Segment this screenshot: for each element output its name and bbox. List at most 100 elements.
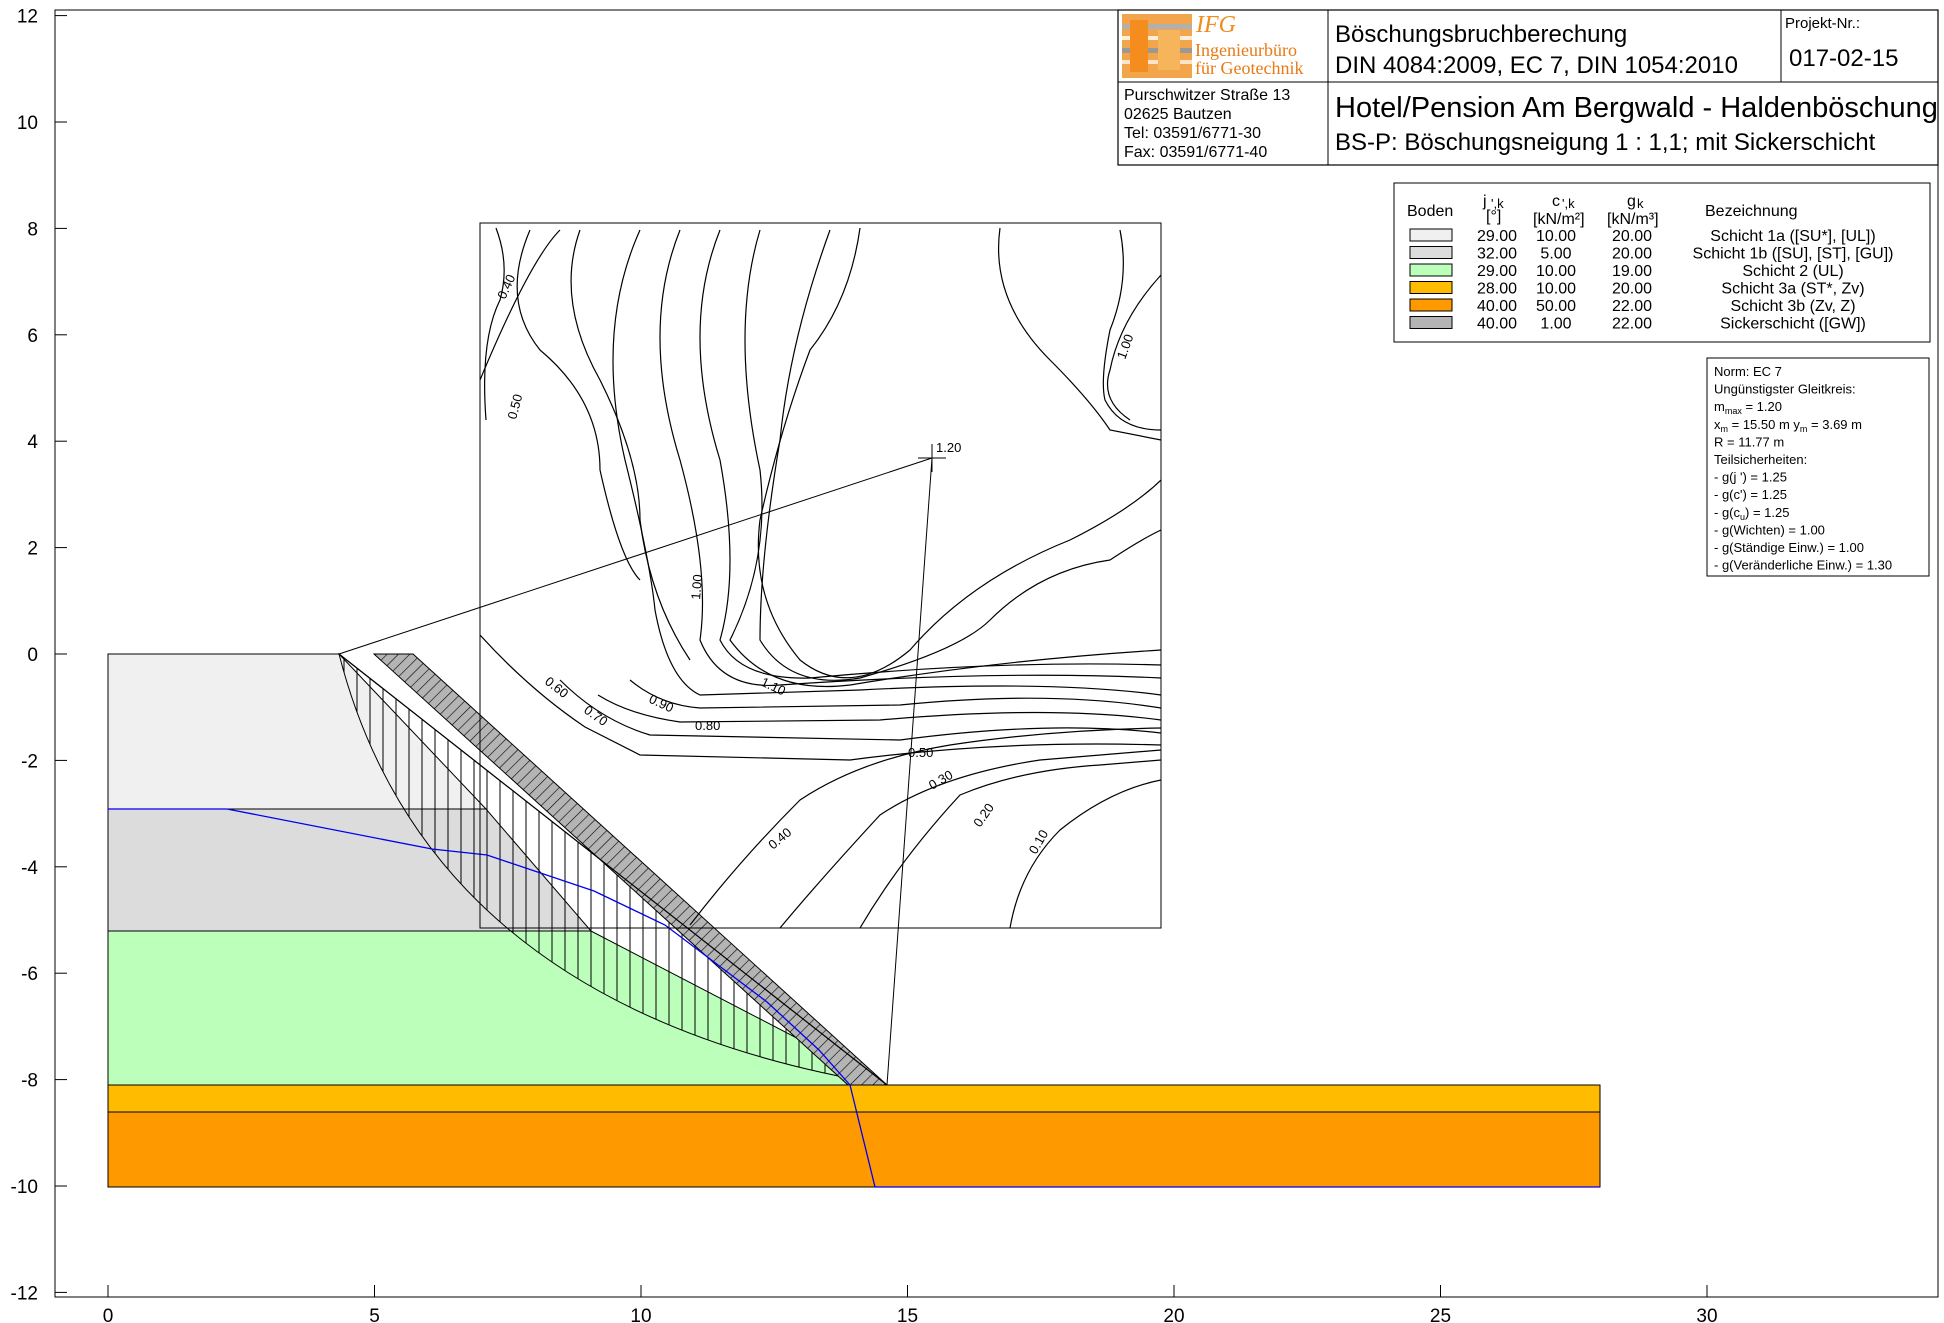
contour-label: 1.10 [759, 674, 788, 698]
contour-label: 0.20 [970, 800, 997, 829]
y-tick-label: 10 [17, 113, 38, 134]
legend-cohesion: 50.00 [1536, 298, 1576, 315]
layer-3a [107, 1084, 1601, 1113]
contour-label: 0.40 [494, 272, 518, 301]
legend-cohesion: 1.00 [1540, 316, 1571, 333]
info-line: - g(cu) = 1.25 [1714, 505, 1789, 522]
legend-soil-name: Sickerschicht ([GW]) [1720, 316, 1866, 333]
legend-soil-name: Schicht 1a ([SU*], [UL]) [1710, 228, 1875, 245]
grid-box [479, 222, 1162, 929]
info-line: - g(Veränderliche Einw.) = 1.30 [1714, 558, 1892, 573]
layer-3b [107, 1111, 1601, 1188]
contour-label: 1.00 [688, 574, 705, 601]
legend-col-c: c [1552, 193, 1560, 210]
legend-col-phi: j [1482, 193, 1487, 210]
report-title: Böschungsbruchberechung [1335, 21, 1627, 48]
legend-col-bezeichnung: Bezeichnung [1705, 203, 1798, 220]
legend-swatch [1409, 298, 1453, 312]
info-mu-value: = 1.20 [1742, 399, 1782, 414]
address-line-2: 02625 Bautzen [1124, 106, 1232, 123]
legend-unit-weight: 22.00 [1612, 316, 1652, 333]
radius-line-crest [338, 457, 933, 655]
legend-phi: 28.00 [1477, 281, 1517, 298]
info-line: - g(c') = 1.25 [1714, 487, 1787, 502]
legend-col-c-sub: ',k [1562, 196, 1575, 211]
slope-surface [338, 653, 888, 1086]
legend-soil-name: Schicht 2 (UL) [1742, 263, 1843, 280]
info-line: - g(j ') = 1.25 [1714, 470, 1787, 485]
calculation-info-frame [1706, 357, 1930, 577]
legend-row: 40.00 50.00 22.00 Schicht 3b (Zv, Z) [1409, 298, 1856, 315]
contour-label: 0.90 [647, 691, 676, 715]
legend-cohesion: 10.00 [1536, 228, 1576, 245]
contour-label: 0.50 [908, 745, 933, 760]
legend-swatch [1409, 246, 1453, 259]
address-line-3: Tel: 03591/6771-30 [1124, 125, 1261, 142]
legend-soil-name: Schicht 3b (Zv, Z) [1730, 298, 1855, 315]
legend-unit-weight: 20.00 [1612, 246, 1652, 263]
radius-line-toe [886, 457, 933, 1086]
calculation-info: Norm: EC 7 Ungünstigster Gleitkreis: mmax … [1706, 357, 1930, 577]
legend-cohesion: 10.00 [1536, 263, 1576, 280]
project-title: Hotel/Pension Am Bergwald - Haldenböschu… [1335, 92, 1938, 124]
soil-legend: Boden j ',k [°] c ',k [kN/m²] g k [kN/m³… [1393, 182, 1931, 343]
info-line: mmax = 1.20 [1714, 399, 1782, 416]
legend-cohesion: 5.00 [1540, 246, 1571, 263]
legend-row: 28.00 10.00 20.00 Schicht 3a (ST*, Zv) [1409, 281, 1865, 298]
address-line-1: Purschwitzer Straße 13 [1124, 87, 1290, 104]
legend-phi: 40.00 [1477, 298, 1517, 315]
legend-row: 40.00 1.00 22.00 Sickerschicht ([GW]) [1409, 316, 1866, 333]
title-block-frame [1117, 9, 1939, 166]
y-tick-label: -8 [21, 1071, 38, 1092]
company-logo-text: IFG [1195, 12, 1236, 38]
legend-col-g-unit: [kN/m³] [1607, 211, 1659, 228]
legend-phi: 29.00 [1477, 228, 1517, 245]
y-tick-label: -12 [11, 1283, 38, 1304]
legend-soil-name: Schicht 3a (ST*, Zv) [1721, 281, 1864, 298]
legend-cohesion: 10.00 [1536, 281, 1576, 298]
title-block: IFG Ingenieurbüro für Geotechnik Böschun… [1117, 9, 1939, 166]
x-tick-label: 0 [103, 1306, 114, 1323]
project-number-label: Projekt-Nr.: [1785, 15, 1860, 32]
info-line: xm = 15.50 m ym = 3.69 m [1714, 417, 1862, 434]
legend-swatch [1409, 263, 1453, 277]
contour-label: 0.60 [542, 674, 571, 701]
company-sub2: für Geotechnik [1195, 58, 1303, 78]
contour-grid: 0.40 0.50 1.00 1.00 1.10 0.90 0.80 0.70 … [479, 222, 1162, 929]
company-sub1: Ingenieurbüro [1195, 40, 1297, 60]
y-tick-label: -2 [21, 751, 38, 772]
info-line: Teilsicherheiten: [1714, 452, 1807, 467]
info-line: Ungünstigster Gleitkreis: [1714, 382, 1856, 397]
contour-label: 1.00 [1114, 332, 1137, 361]
x-tick-label: 25 [1430, 1306, 1451, 1323]
legend-row: 32.00 5.00 20.00 Schicht 1b ([SU], [ST], [G… [1409, 246, 1893, 263]
y-tick-label: 2 [27, 539, 38, 560]
legend-col-phi-sub: ',k [1491, 196, 1504, 211]
contour-label: 0.30 [926, 767, 955, 793]
legend-unit-weight: 22.00 [1612, 298, 1652, 315]
y-tick-label: 12 [17, 7, 38, 28]
y-tick-label: 8 [27, 219, 38, 240]
legend-phi: 29.00 [1477, 263, 1517, 280]
info-mu-sub: max [1725, 406, 1743, 416]
x-tick-label: 10 [630, 1306, 651, 1323]
legend-col-c-unit: [kN/m²] [1533, 211, 1585, 228]
company-logo: IFG Ingenieurbüro für Geotechnik [1122, 12, 1303, 78]
info-line: Norm: EC 7 [1714, 364, 1782, 379]
x-tick-label: 30 [1696, 1306, 1717, 1323]
legend-swatch [1409, 281, 1453, 294]
soil-legend-frame [1393, 182, 1931, 343]
legend-phi: 32.00 [1477, 246, 1517, 263]
legend-col-boden: Boden [1407, 203, 1453, 220]
legend-unit-weight: 20.00 [1612, 281, 1652, 298]
legend-row: 29.00 10.00 19.00 Schicht 2 (UL) [1409, 263, 1844, 280]
legend-swatch [1409, 316, 1453, 329]
sliding-mass [338, 652, 889, 1086]
legend-unit-weight: 20.00 [1612, 228, 1652, 245]
critical-circle [338, 444, 946, 1086]
contour-label: 0.50 [504, 392, 525, 420]
legend-col-g: g [1627, 193, 1636, 210]
soil-layers [107, 653, 1601, 1188]
contour-label: 0.80 [695, 718, 720, 733]
